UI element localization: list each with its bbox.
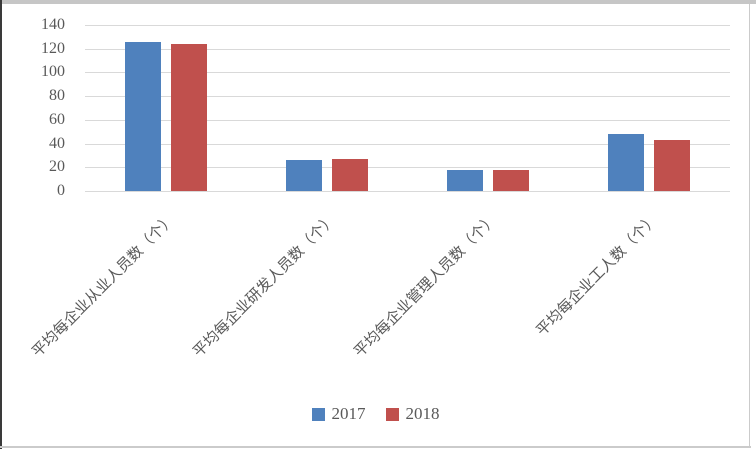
gridline-y-40 xyxy=(85,143,730,145)
y-tick-label-140: 140 xyxy=(41,16,65,33)
right-border xyxy=(749,4,750,448)
bar-2018-category-4 xyxy=(654,140,691,191)
y-tick-label-120: 120 xyxy=(41,39,65,57)
bar-2018-category-3 xyxy=(493,169,530,191)
bar-2017-category-4 xyxy=(608,134,645,191)
legend-item-2017: 2017 xyxy=(311,404,366,424)
bar-2017-category-3 xyxy=(447,169,484,191)
gridline-y-0 xyxy=(85,191,730,192)
bar-2017-category-1 xyxy=(124,41,161,191)
legend-item-2018: 2018 xyxy=(385,404,440,424)
legend-swatch-2017 xyxy=(311,407,325,421)
x-category-label-4: 平均每企业工人数（个） xyxy=(534,211,663,340)
legend-swatch-2018 xyxy=(385,407,399,421)
x-category-label-1: 平均每企业从业人员数（个） xyxy=(29,211,179,361)
bar-2017-category-2 xyxy=(285,160,322,191)
legend-label-2018: 2018 xyxy=(405,404,440,423)
bar-2018-category-2 xyxy=(331,159,368,191)
y-tick-label-100: 100 xyxy=(41,63,65,81)
bottom-border xyxy=(0,446,751,448)
plot-area xyxy=(85,25,730,192)
y-tick-label-20: 20 xyxy=(49,158,65,176)
legend: 2017 2018 xyxy=(0,404,751,424)
y-tick-label-60: 60 xyxy=(49,110,65,128)
gridline-y-80 xyxy=(85,96,730,98)
gridline-y-120 xyxy=(85,48,730,50)
x-category-label-3: 平均每企业管理人员数（个） xyxy=(351,211,501,361)
left-border xyxy=(0,0,2,449)
top-border xyxy=(0,0,756,4)
gridline-y-20 xyxy=(85,167,730,169)
gridline-y-100 xyxy=(85,72,730,74)
gridline-y-60 xyxy=(85,119,730,121)
legend-label-2017: 2017 xyxy=(331,404,366,423)
y-tick-label-80: 80 xyxy=(49,87,65,105)
gridline-y-140 xyxy=(85,25,730,26)
y-tick-label-40: 40 xyxy=(49,134,65,152)
y-tick-label-0: 0 xyxy=(57,182,65,199)
bar-2018-category-1 xyxy=(170,43,207,191)
x-category-label-2: 平均每企业研发人员数（个） xyxy=(190,211,340,361)
